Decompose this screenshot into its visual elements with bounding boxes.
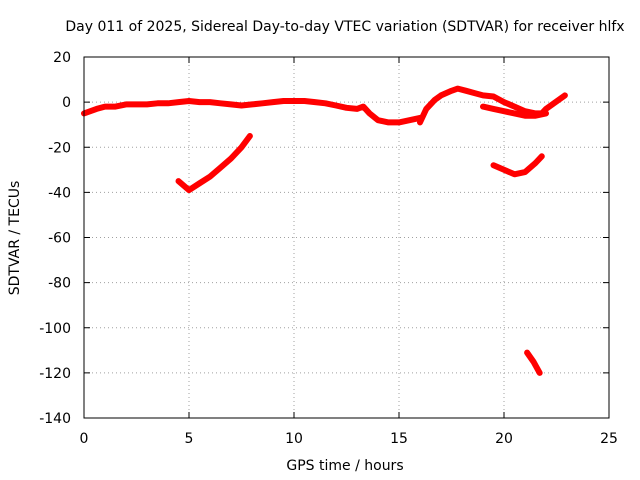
x-tick-label: 20: [495, 431, 513, 447]
y-tick-label: -60: [48, 231, 71, 247]
x-tick-label: 0: [80, 431, 89, 447]
series-segment-c: [524, 349, 543, 376]
grid: [84, 57, 609, 418]
series-lower-branch: [480, 103, 549, 119]
y-ticks: 20 0 -20 -40 -60 -80 -100 -120 -140: [39, 50, 609, 427]
y-tick-label: -120: [39, 366, 71, 382]
series-main-trace: [81, 98, 423, 126]
y-axis-label: SDTVAR / TECUs: [7, 181, 23, 296]
x-tick-label: 5: [185, 431, 194, 447]
x-tick-label: 10: [285, 431, 303, 447]
y-tick-label: -20: [48, 140, 71, 156]
chart-title: Day 011 of 2025, Sidereal Day-to-day VTE…: [65, 19, 624, 35]
x-tick-label: 25: [600, 431, 618, 447]
y-tick-label: 20: [53, 50, 71, 66]
y-tick-label: 0: [62, 95, 71, 111]
series-segment-b: [490, 153, 545, 178]
x-ticks: 0 5 10 15 20 25: [80, 57, 618, 447]
series-rise-trace: [417, 85, 568, 126]
y-tick-label: -80: [48, 276, 71, 292]
y-tick-label: -40: [48, 185, 71, 201]
y-tick-label: -140: [39, 411, 71, 427]
y-tick-label: -100: [39, 321, 71, 337]
series-segment-a: [175, 133, 253, 194]
x-tick-label: 15: [390, 431, 408, 447]
series-group: [81, 85, 568, 376]
x-axis-label: GPS time / hours: [286, 458, 403, 474]
